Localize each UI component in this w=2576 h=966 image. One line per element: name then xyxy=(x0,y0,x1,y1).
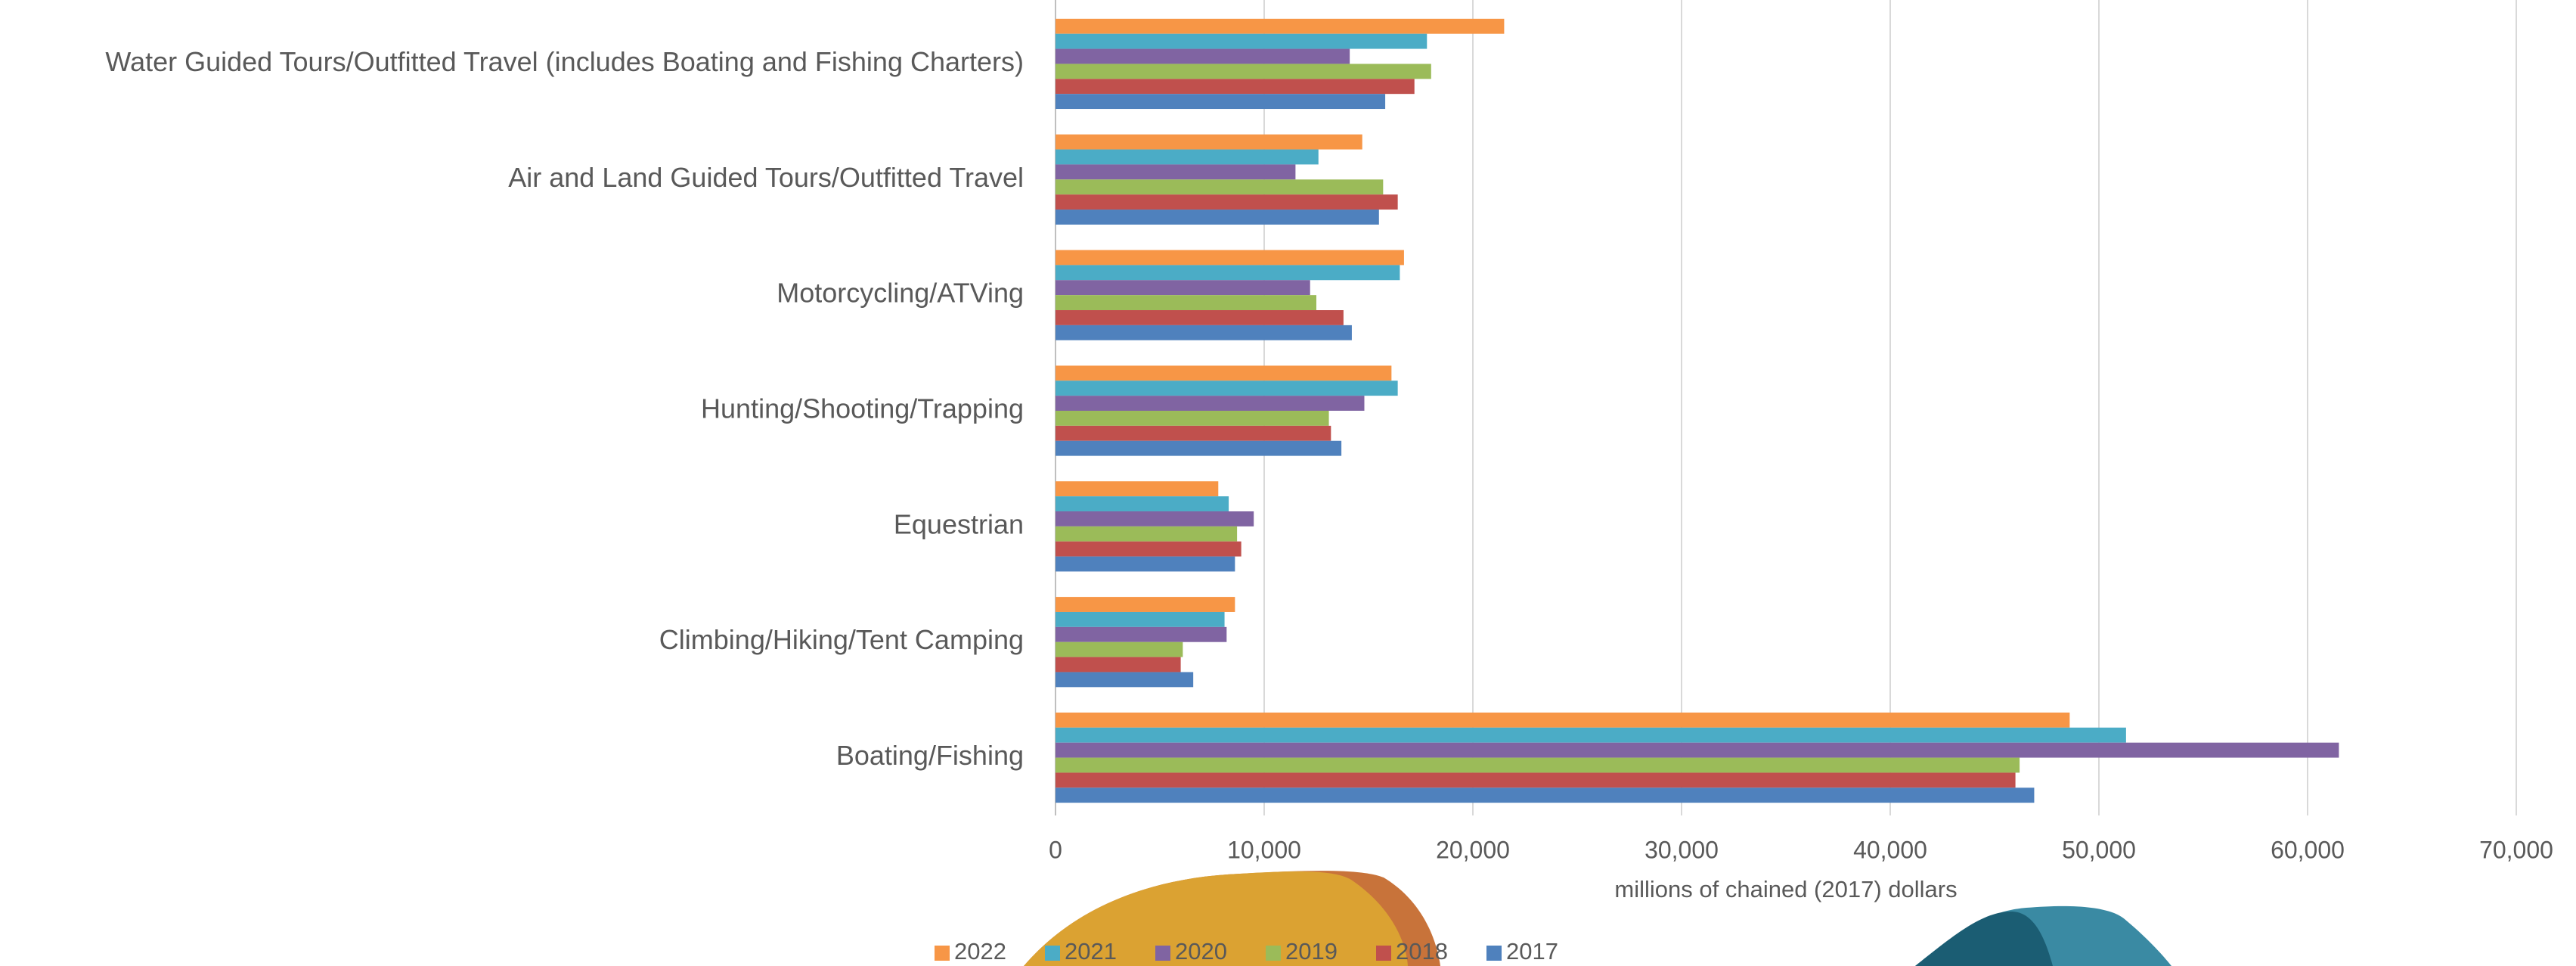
x-tick-label: 10,000 xyxy=(1227,836,1301,863)
legend-marker xyxy=(1486,946,1502,961)
bar xyxy=(1056,597,1235,612)
bar xyxy=(1056,626,1227,642)
legend-label: 2018 xyxy=(1396,938,1448,964)
x-tick-label: 30,000 xyxy=(1644,836,1719,863)
bar xyxy=(1056,672,1194,688)
bar xyxy=(1056,742,2339,758)
bar xyxy=(1056,179,1384,195)
bar xyxy=(1056,526,1238,542)
bar xyxy=(1056,164,1296,180)
bar xyxy=(1056,380,1398,396)
bar xyxy=(1056,641,1183,657)
legend-label: 2019 xyxy=(1285,938,1338,964)
legend-label: 2022 xyxy=(954,938,1006,964)
x-tick-label: 60,000 xyxy=(2271,836,2345,863)
bar xyxy=(1056,396,1365,411)
y-tick-label: Equestrian xyxy=(894,508,1024,539)
y-tick-label: Water Guided Tours/Outfitted Travel (inc… xyxy=(105,46,1024,77)
bar xyxy=(1056,310,1344,325)
bar xyxy=(1056,440,1342,456)
y-tick-label: Air and Land Guided Tours/Outfitted Trav… xyxy=(508,162,1024,193)
bar xyxy=(1056,325,1352,340)
y-tick-label: Boating/Fishing xyxy=(836,740,1024,771)
bar xyxy=(1056,295,1316,311)
y-tick-label: Motorcycling/ATVing xyxy=(777,278,1024,309)
bar xyxy=(1056,265,1400,281)
decor-hill xyxy=(1915,912,2053,966)
bar xyxy=(1056,48,1350,64)
bar xyxy=(1056,787,2035,803)
bar xyxy=(1056,18,1505,34)
bar xyxy=(1056,194,1398,210)
bar xyxy=(1056,280,1310,296)
legend-marker xyxy=(1045,946,1060,961)
y-tick-label: Climbing/Hiking/Tent Camping xyxy=(659,624,1024,655)
bar xyxy=(1056,250,1404,266)
bar xyxy=(1056,481,1219,497)
legend-label: 2020 xyxy=(1175,938,1227,964)
bar xyxy=(1056,727,2126,743)
bar xyxy=(1056,134,1362,150)
x-tick-label: 0 xyxy=(1049,836,1062,863)
bar xyxy=(1056,712,2070,728)
bar xyxy=(1056,657,1181,672)
y-tick-label: Hunting/Shooting/Trapping xyxy=(701,393,1024,424)
x-axis-title: millions of chained (2017) dollars xyxy=(1614,876,1957,902)
x-tick-label: 40,000 xyxy=(1853,836,1927,863)
bar xyxy=(1056,79,1415,95)
bar xyxy=(1056,149,1319,165)
bar xyxy=(1056,425,1331,441)
x-tick-label: 70,000 xyxy=(2479,836,2553,863)
legend-marker xyxy=(1376,946,1391,961)
bar xyxy=(1056,64,1431,79)
bar xyxy=(1056,511,1254,526)
x-tick-label: 20,000 xyxy=(1436,836,1510,863)
bar xyxy=(1056,411,1329,426)
legend-label: 2017 xyxy=(1506,938,1558,964)
bar xyxy=(1056,496,1229,511)
decor-hill xyxy=(1024,871,1408,966)
bar xyxy=(1056,611,1225,627)
bar xyxy=(1056,541,1242,557)
x-tick-label: 50,000 xyxy=(2062,836,2136,863)
bar xyxy=(1056,94,1386,110)
bar xyxy=(1056,210,1379,225)
legend-marker xyxy=(1155,946,1170,961)
legend-label: 2021 xyxy=(1065,938,1117,964)
bar xyxy=(1056,757,2020,773)
bar xyxy=(1056,772,2016,788)
bar xyxy=(1056,33,1427,49)
bar xyxy=(1056,365,1392,381)
legend-marker xyxy=(1266,946,1281,961)
legend-marker xyxy=(935,946,950,961)
bar xyxy=(1056,556,1235,572)
